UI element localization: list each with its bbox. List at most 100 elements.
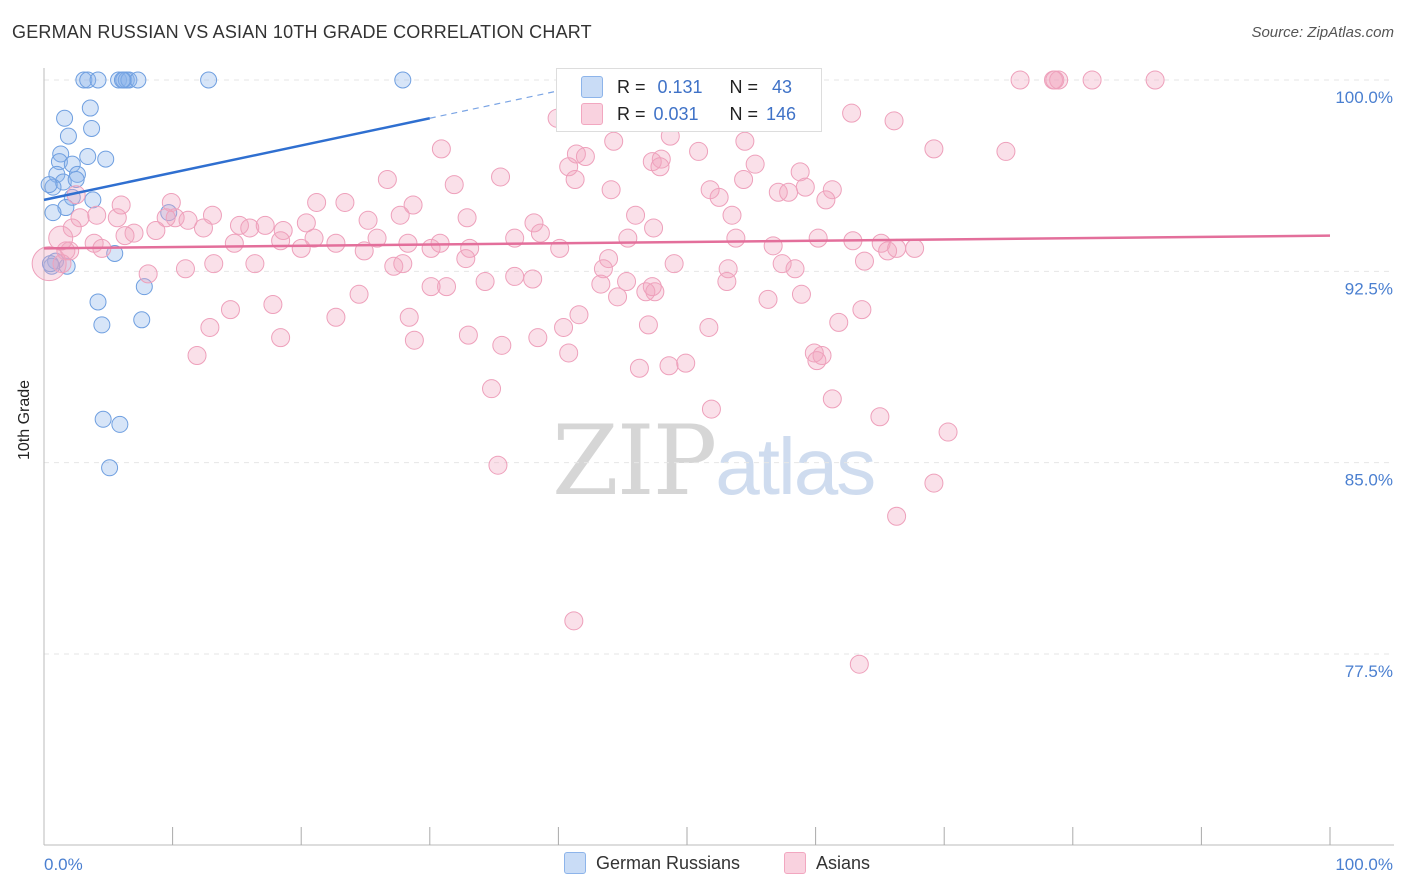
point-asians	[887, 238, 907, 258]
point-german-russians	[75, 71, 93, 89]
point-asians	[52, 254, 72, 274]
point-german-russians	[59, 127, 77, 145]
point-german-russians	[81, 99, 99, 117]
point-asians	[70, 208, 90, 228]
point-asians	[601, 180, 621, 200]
point-asians	[626, 205, 646, 225]
point-asians	[488, 455, 508, 475]
point-asians	[271, 328, 291, 348]
point-asians	[115, 226, 135, 246]
legend-r-label: R =	[617, 76, 646, 97]
point-german-russians	[54, 173, 72, 191]
point-asians	[349, 284, 369, 304]
point-asians	[689, 141, 709, 161]
point-asians	[722, 205, 742, 225]
legend-n-label: N =	[729, 76, 759, 97]
point-asians	[193, 218, 213, 238]
point-german-russians	[50, 153, 68, 171]
point-asians	[599, 249, 619, 269]
point-asians	[291, 238, 311, 258]
point-german-russians	[129, 71, 147, 89]
point-asians	[768, 182, 788, 202]
point-asians	[593, 259, 613, 279]
stats-legend: R = 0.131 N = 43 R = 0.031 N = 146	[556, 68, 822, 132]
point-asians	[31, 246, 67, 282]
point-asians	[200, 317, 220, 337]
point-asians	[650, 157, 670, 177]
x-tick-label: 100.0%	[1335, 855, 1393, 874]
point-asians	[790, 162, 810, 182]
point-asians	[421, 238, 441, 258]
legend-label: German Russians	[596, 852, 741, 873]
point-asians	[187, 346, 207, 366]
point-asians	[492, 335, 512, 355]
point-asians	[871, 233, 891, 253]
point-asians	[565, 169, 585, 189]
point-asians	[734, 169, 754, 189]
point-asians	[559, 157, 579, 177]
point-german-russians	[113, 71, 131, 89]
point-asians	[475, 272, 495, 292]
point-asians	[559, 343, 579, 363]
point-asians	[107, 208, 127, 228]
point-asians	[524, 213, 544, 233]
point-asians	[816, 190, 836, 210]
point-asians	[617, 272, 637, 292]
point-asians	[996, 141, 1016, 161]
legend-row-german-russians: R = 0.131 N = 43	[581, 75, 793, 99]
legend-r-label: R =	[617, 103, 646, 124]
point-asians	[138, 264, 158, 284]
watermark-atlas: atlas	[715, 422, 876, 511]
point-asians	[528, 328, 548, 348]
point-german-russians	[67, 170, 85, 188]
legend-r-value: 0.131	[657, 76, 703, 97]
point-asians	[146, 221, 166, 241]
legend-n-label: N =	[729, 103, 759, 124]
point-asians	[763, 236, 783, 256]
point-german-russians	[40, 176, 58, 194]
y-tick-label: 92.5%	[1345, 279, 1393, 298]
point-asians	[399, 307, 419, 327]
point-asians	[676, 353, 696, 373]
point-asians	[523, 269, 543, 289]
point-asians	[829, 312, 849, 332]
point-asians	[849, 654, 869, 674]
point-asians	[358, 210, 378, 230]
point-asians	[367, 228, 387, 248]
point-asians	[791, 284, 811, 304]
point-asians	[482, 379, 502, 399]
point-asians	[178, 210, 198, 230]
point-german-russians	[101, 459, 119, 477]
point-asians	[795, 177, 815, 197]
point-asians	[924, 473, 944, 493]
point-asians	[905, 238, 925, 258]
point-asians	[304, 228, 324, 248]
point-asians	[1145, 70, 1165, 90]
point-asians	[307, 192, 327, 212]
legend-n-value: 43	[772, 76, 793, 97]
point-asians	[636, 282, 656, 302]
point-asians	[1045, 70, 1065, 90]
point-asians	[604, 131, 624, 151]
point-german-russians	[57, 199, 75, 217]
point-asians	[842, 103, 862, 123]
legend-swatch-blue	[564, 852, 586, 874]
point-asians	[812, 346, 832, 366]
point-asians	[224, 233, 244, 253]
legend-item-german-russians: German Russians	[564, 852, 740, 874]
point-asians	[852, 300, 872, 320]
point-asians	[161, 192, 181, 212]
point-asians	[699, 317, 719, 337]
point-asians	[245, 254, 265, 274]
point-asians	[644, 218, 664, 238]
point-asians	[456, 249, 476, 269]
point-asians	[444, 175, 464, 195]
point-asians	[938, 422, 958, 442]
point-asians	[618, 228, 638, 248]
point-asians	[263, 294, 283, 314]
point-asians	[398, 233, 418, 253]
point-asians	[156, 208, 176, 228]
trendline-asians	[43, 234, 1331, 250]
point-asians	[204, 254, 224, 274]
